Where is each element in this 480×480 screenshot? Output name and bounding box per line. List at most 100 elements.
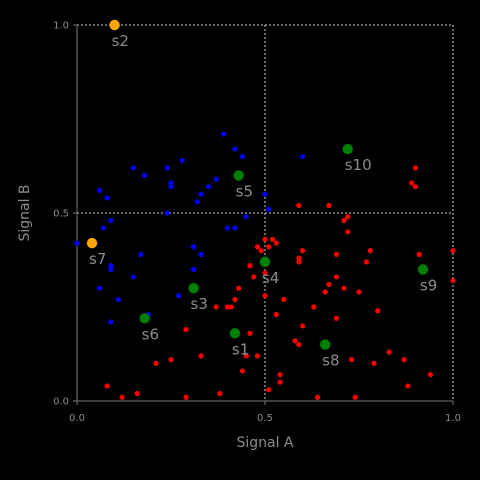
data-point (367, 248, 373, 254)
data-point (217, 390, 223, 397)
data-point (341, 285, 347, 291)
highlight-label-s2: s2 (112, 32, 129, 50)
highlight-point-s2 (109, 19, 120, 31)
data-point (262, 293, 268, 299)
data-point (326, 202, 332, 209)
data-point (409, 180, 415, 186)
data-point (74, 240, 80, 246)
x-tick-label: 0.5 (257, 413, 273, 424)
data-point (348, 357, 355, 363)
data-point (326, 281, 332, 288)
y-axis-label: Signal B (17, 184, 33, 241)
data-point (258, 248, 264, 254)
data-point (266, 244, 272, 250)
highlight-label-s7: s7 (89, 250, 106, 268)
data-point (104, 195, 110, 201)
data-point (296, 202, 302, 209)
data-point (232, 296, 238, 303)
data-point (416, 251, 422, 257)
data-point (266, 206, 272, 212)
y-tick-label: 0.0 (53, 397, 69, 408)
x-tick-label: 0.0 (69, 413, 85, 424)
data-point (198, 251, 204, 257)
highlight-label-s9: s9 (420, 276, 437, 294)
data-point (322, 289, 328, 295)
data-point (352, 394, 358, 400)
data-point (300, 154, 306, 160)
data-point (104, 383, 110, 389)
data-point (341, 217, 347, 224)
highlight-label-s10: s10 (345, 156, 372, 174)
data-point (251, 274, 257, 280)
data-point (243, 214, 249, 220)
data-point (262, 191, 268, 197)
data-point (277, 379, 283, 385)
highlight-point-s10 (342, 143, 353, 155)
data-point (168, 180, 174, 186)
data-point (115, 296, 121, 303)
data-point (239, 154, 246, 160)
highlight-label-s6: s6 (142, 325, 159, 343)
data-point (375, 308, 381, 314)
highlight-point-s8 (319, 339, 331, 350)
highlight-point-s7 (86, 237, 98, 249)
data-point (194, 199, 200, 205)
data-point (239, 368, 246, 374)
data-point (130, 274, 136, 280)
data-point (262, 236, 268, 242)
data-point (296, 255, 302, 261)
data-point (300, 248, 306, 254)
x-tick-label: 1.0 (445, 413, 461, 424)
data-point (273, 311, 279, 318)
highlight-point-s3 (188, 283, 199, 294)
data-point (262, 270, 268, 276)
data-point (153, 360, 159, 366)
data-point (311, 304, 317, 310)
data-point (254, 244, 261, 250)
data-point (281, 296, 287, 303)
highlight-label-s4: s4 (262, 269, 279, 287)
data-point (108, 266, 114, 272)
data-point (427, 372, 434, 378)
data-point (190, 244, 197, 250)
data-point (224, 304, 230, 310)
data-point (100, 225, 106, 231)
data-point (371, 360, 377, 366)
data-point (108, 319, 114, 325)
data-point (130, 165, 136, 171)
data-point (183, 394, 189, 400)
data-point (198, 191, 204, 197)
data-point (296, 342, 302, 348)
data-point (164, 165, 170, 171)
data-point (292, 338, 298, 344)
data-point (300, 323, 306, 329)
data-point (142, 172, 148, 178)
highlight-point-s4 (259, 256, 271, 268)
data-point (221, 131, 227, 137)
data-point (224, 225, 230, 231)
data-point (315, 394, 321, 400)
highlight-label-s8: s8 (322, 352, 339, 370)
data-point (254, 353, 261, 359)
highlight-point-s5 (233, 170, 244, 181)
highlight-point-s1 (229, 328, 241, 339)
data-point (232, 225, 238, 231)
data-point (356, 289, 362, 295)
data-point (175, 293, 182, 299)
highlight-label-s3: s3 (191, 295, 208, 313)
data-point (363, 259, 370, 265)
tick-labels: 0.0 0.5 1.0 0.0 0.5 1.0 (53, 21, 461, 425)
data-point (213, 176, 219, 182)
data-point (213, 304, 219, 310)
data-point (228, 304, 234, 310)
data-point (164, 210, 170, 216)
data-point (405, 383, 411, 389)
data-point (333, 315, 340, 321)
data-point (247, 263, 253, 269)
data-point (266, 387, 272, 393)
data-point (96, 285, 103, 291)
data-point (108, 217, 114, 224)
data-point (134, 390, 140, 397)
data-point (450, 278, 456, 284)
